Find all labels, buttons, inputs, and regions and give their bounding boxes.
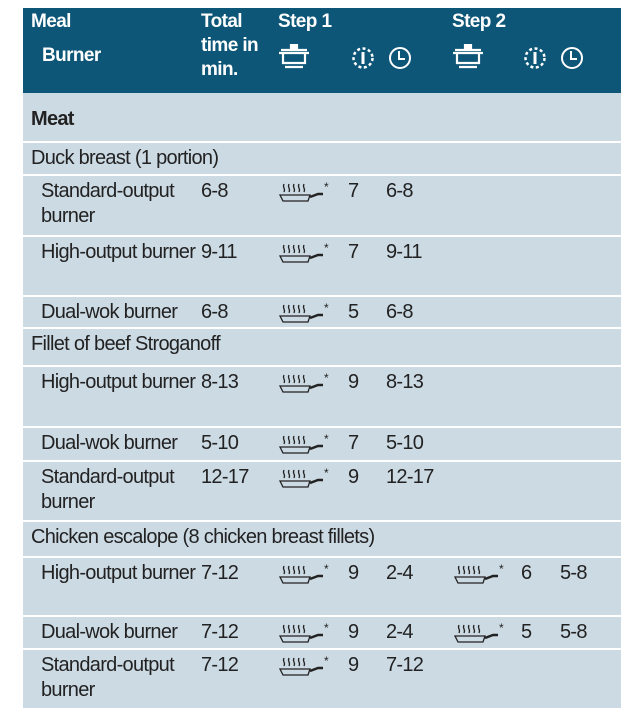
frying-pan-icon: *: [278, 466, 330, 497]
total-time: 7-12: [201, 621, 239, 643]
clock-icon: [561, 47, 583, 69]
svg-text:*: *: [324, 373, 329, 385]
step1-time: 2-4: [386, 562, 414, 584]
table-row: Standard-output burner 12-17 * 9 12-17: [23, 460, 621, 522]
header-total-time: Total time in min.: [201, 11, 259, 80]
step1-level: 9: [348, 621, 359, 643]
section-row: Meat: [23, 93, 621, 141]
burner-name: High-output burner: [41, 371, 196, 393]
step1-level: 7: [348, 241, 359, 263]
step1-level: 9: [348, 654, 359, 676]
frying-pan-icon: *: [278, 180, 330, 211]
burner-name: High-output burner: [41, 562, 196, 584]
power-level-icon: [352, 47, 374, 69]
svg-text:*: *: [499, 623, 504, 635]
table-row: Standard-output burner 6-8 * 7 6-8: [23, 174, 621, 237]
frying-pan-icon: *: [453, 562, 505, 593]
clock-icon: [389, 47, 411, 69]
frying-pan-icon: *: [278, 621, 330, 652]
frying-pan-icon: *: [278, 654, 330, 685]
frying-pan-icon: *: [278, 241, 330, 272]
header-burner: Burner: [42, 45, 101, 66]
frying-pan-icon: *: [278, 432, 330, 463]
step2-time: 5-8: [560, 562, 588, 584]
row-label: Meat: [31, 108, 74, 130]
total-time: 9-11: [201, 241, 237, 263]
table-row: High-output burner 7-12 * 9 2-4 * 6 5-8: [23, 556, 621, 617]
table-header: Meal Burner Total time in min. Step 1 St…: [23, 8, 621, 93]
cooking-table: Meal Burner Total time in min. Step 1 St…: [23, 8, 621, 708]
step1-time: 6-8: [386, 301, 414, 323]
step1-time: 6-8: [386, 180, 414, 202]
group-row: Fillet of beef Stroganoff: [23, 327, 621, 367]
group-row: Chicken escalope (8 chicken breast fille…: [23, 520, 621, 558]
burner-name: Dual-wok burner: [41, 621, 178, 643]
pot-on-burner-icon: [279, 44, 309, 69]
burner-name: Standard-output burner: [41, 180, 175, 227]
svg-text:*: *: [499, 564, 504, 576]
table-row: Dual-wok burner 5-10 * 7 5-10: [23, 426, 621, 462]
row-label: Fillet of beef Stroganoff: [31, 333, 221, 355]
frying-pan-icon: *: [278, 371, 330, 402]
svg-text:*: *: [324, 243, 329, 255]
step1-time: 2-4: [386, 621, 414, 643]
svg-text:*: *: [324, 623, 329, 635]
step1-time: 12-17: [386, 466, 434, 488]
frying-pan-icon: *: [278, 562, 330, 593]
svg-text:*: *: [324, 434, 329, 446]
group-row: Duck breast (1 portion): [23, 141, 621, 176]
header-meal: Meal: [31, 11, 71, 32]
svg-text:*: *: [324, 564, 329, 576]
svg-text:*: *: [324, 303, 329, 315]
step1-time: 8-13: [386, 371, 424, 393]
step2-level: 6: [521, 562, 532, 584]
total-time: 6-8: [201, 301, 229, 323]
frying-pan-icon: *: [453, 621, 505, 652]
burner-name: Standard-output burner: [41, 466, 175, 513]
step1-level: 7: [348, 180, 359, 202]
step1-time: 7-12: [386, 654, 424, 676]
row-label: Duck breast (1 portion): [31, 147, 219, 169]
burner-name: Dual-wok burner: [41, 301, 178, 323]
burner-name: Standard-output burner: [41, 654, 175, 701]
table-row: Standard-output burner 7-12 * 9 7-12: [23, 648, 621, 710]
step1-time: 9-11: [386, 241, 422, 263]
total-time: 8-13: [201, 371, 239, 393]
table-row: High-output burner 9-11 * 7 9-11: [23, 235, 621, 297]
table-row: Dual-wok burner 6-8 * 5 6-8: [23, 295, 621, 329]
step2-time: 5-8: [560, 621, 588, 643]
step1-level: 9: [348, 562, 359, 584]
step1-time: 5-10: [386, 432, 424, 454]
step1-level: 9: [348, 371, 359, 393]
table-row: Dual-wok burner 7-12 * 9 2-4 * 5 5-8: [23, 615, 621, 650]
total-time: 7-12: [201, 562, 239, 584]
step1-level: 7: [348, 432, 359, 454]
burner-name: Dual-wok burner: [41, 432, 178, 454]
pot-on-burner-icon: [453, 44, 483, 69]
row-label: Chicken escalope (8 chicken breast fille…: [31, 526, 375, 548]
total-time: 12-17: [201, 466, 249, 488]
svg-text:*: *: [324, 182, 329, 194]
header-step-2: Step 2: [452, 11, 506, 32]
step1-level: 5: [348, 301, 359, 323]
svg-text:*: *: [324, 468, 329, 480]
total-time: 6-8: [201, 180, 229, 202]
table-row: High-output burner 8-13 * 9 8-13: [23, 365, 621, 428]
frying-pan-icon: *: [278, 301, 330, 332]
header-step-1: Step 1: [278, 11, 332, 32]
burner-name: High-output burner: [41, 241, 196, 263]
power-level-icon: [524, 47, 546, 69]
step1-level: 9: [348, 466, 359, 488]
total-time: 7-12: [201, 654, 239, 676]
total-time: 5-10: [201, 432, 239, 454]
svg-text:*: *: [324, 656, 329, 668]
step2-level: 5: [521, 621, 532, 643]
